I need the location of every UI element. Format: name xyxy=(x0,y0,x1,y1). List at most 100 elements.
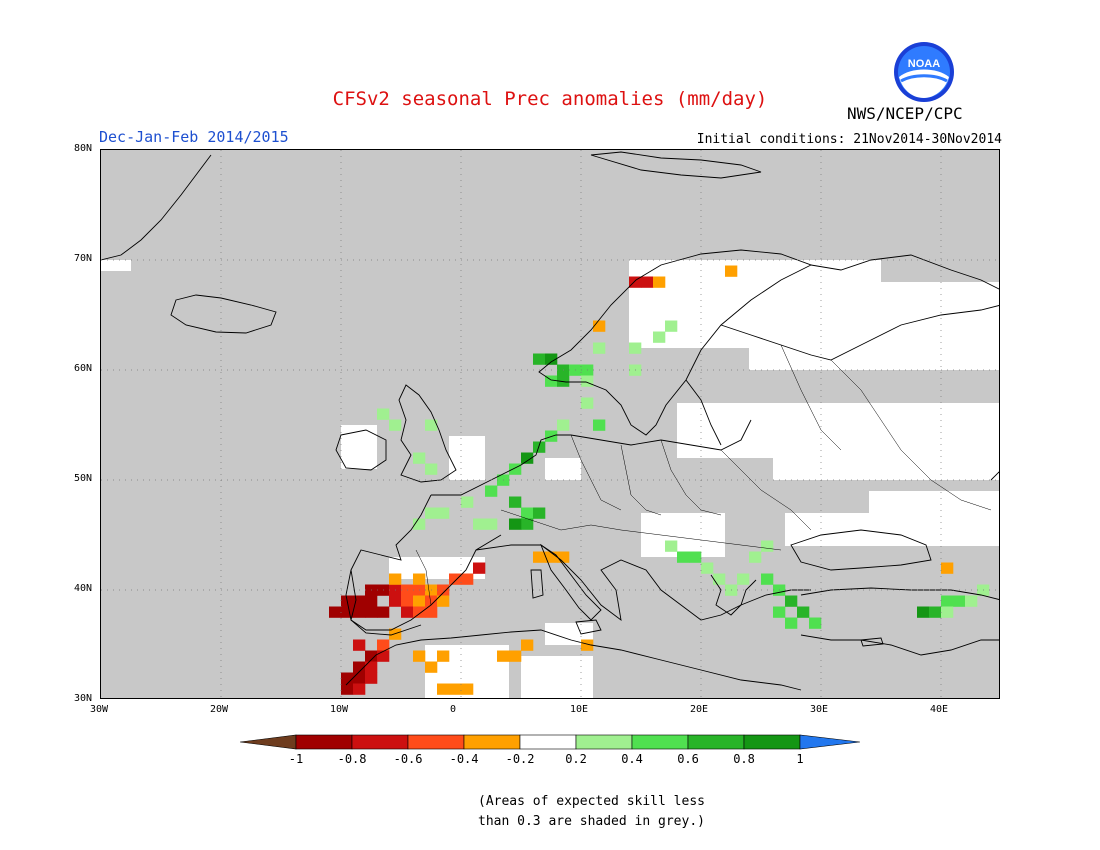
anomaly-cell xyxy=(509,496,522,508)
anomaly-cell xyxy=(509,650,522,662)
anomaly-cell xyxy=(437,683,450,695)
anomaly-cell xyxy=(629,342,642,354)
colorbar xyxy=(240,734,860,750)
anomaly-cell xyxy=(485,518,498,530)
anomaly-cell xyxy=(761,540,774,552)
anomaly-cell xyxy=(521,639,534,651)
anomaly-cell xyxy=(473,518,486,530)
skill-footnote-line2: than 0.3 are shaded in grey.) xyxy=(478,814,705,829)
anomaly-cell xyxy=(401,595,414,607)
anomaly-cell xyxy=(389,628,402,640)
anomaly-cell xyxy=(413,606,426,618)
anomaly-cell xyxy=(353,606,366,618)
anomaly-cell xyxy=(593,419,606,431)
colorbar-swatch xyxy=(687,734,745,750)
anomaly-cell xyxy=(365,661,378,673)
colorbar-tick-label: 0.2 xyxy=(565,752,587,766)
anomaly-cell xyxy=(533,551,546,563)
skill-footnote: (Areas of expected skill less than 0.3 a… xyxy=(478,792,705,832)
no-signal-region xyxy=(449,436,485,480)
no-signal-region xyxy=(749,282,999,370)
anomaly-cell xyxy=(365,672,378,684)
longitude-label: 10E xyxy=(570,704,589,715)
no-signal-region xyxy=(101,260,131,271)
anomaly-cell xyxy=(761,573,774,585)
anomaly-cell xyxy=(341,606,354,618)
anomaly-cell xyxy=(389,595,402,607)
colorbar-tick-label: 1 xyxy=(796,752,804,766)
anomaly-cell xyxy=(353,595,366,607)
anomaly-cell xyxy=(677,551,690,563)
anomaly-cell xyxy=(437,507,450,519)
colorbar-tick-label: -1 xyxy=(288,752,304,766)
anomaly-cell xyxy=(545,375,558,387)
anomaly-cell xyxy=(425,606,438,618)
anomaly-cell xyxy=(545,353,558,365)
anomaly-cell xyxy=(437,650,450,662)
anomaly-cell xyxy=(389,573,402,585)
anomaly-cell xyxy=(641,276,654,288)
anomaly-cell xyxy=(929,606,942,618)
colorbar-tick-label: 0.8 xyxy=(733,752,755,766)
anomaly-cell xyxy=(917,606,930,618)
colorbar-swatch xyxy=(407,734,465,750)
season-label: Dec-Jan-Feb 2014/2015 xyxy=(99,128,289,146)
anomaly-cell xyxy=(377,606,390,618)
anomaly-cell xyxy=(425,419,438,431)
anomaly-cell xyxy=(713,573,726,585)
noaa-logo-text: NOAA xyxy=(908,58,940,70)
anomaly-cell xyxy=(737,573,750,585)
longitude-label: 30W xyxy=(90,704,109,715)
anomaly-cell xyxy=(773,606,786,618)
anomaly-cell xyxy=(497,650,510,662)
anomaly-cell xyxy=(785,595,798,607)
anomaly-cell xyxy=(413,595,426,607)
latitude-label: 60N xyxy=(73,363,92,374)
anomaly-cell xyxy=(797,606,810,618)
anomaly-cell xyxy=(353,661,366,673)
anomaly-cell xyxy=(413,573,426,585)
anomaly-cell xyxy=(809,617,822,629)
anomaly-cell xyxy=(533,441,546,453)
no-signal-region xyxy=(677,403,773,458)
colorbar-swatch xyxy=(519,734,577,750)
anomaly-cell xyxy=(557,375,570,387)
colorbar-swatch xyxy=(631,734,689,750)
anomaly-cell xyxy=(413,518,426,530)
anomaly-cell xyxy=(341,672,354,684)
chart-title: CFSv2 seasonal Prec anomalies (mm/day) xyxy=(332,88,768,110)
anomaly-cell xyxy=(425,463,438,475)
latitude-label: 80N xyxy=(73,143,92,154)
anomaly-cell xyxy=(665,320,678,332)
agency-label: NWS/NCEP/CPC xyxy=(847,104,963,123)
colorbar-tick-label: -0.8 xyxy=(337,752,367,766)
anomaly-cell xyxy=(377,650,390,662)
anomaly-cell xyxy=(461,496,474,508)
anomaly-cell xyxy=(965,595,978,607)
anomaly-cell xyxy=(593,320,606,332)
anomaly-cell xyxy=(533,353,546,365)
anomaly-cell xyxy=(413,452,426,464)
anomaly-cell xyxy=(341,683,354,695)
no-signal-region xyxy=(521,656,593,698)
anomaly-cell xyxy=(749,551,762,563)
no-signal-region xyxy=(545,458,581,480)
precip-anomaly-map xyxy=(100,149,1000,699)
anomaly-cell xyxy=(665,540,678,552)
latitude-label: 30N xyxy=(73,693,92,704)
coastlines xyxy=(101,151,999,691)
anomaly-cell xyxy=(377,639,390,651)
anomaly-cell xyxy=(953,595,966,607)
longitude-label: 10W xyxy=(330,704,349,715)
colorbar-tick-label: 0.6 xyxy=(677,752,699,766)
no-signal-region xyxy=(641,513,725,557)
colorbar-swatch xyxy=(295,734,353,750)
anomaly-cell xyxy=(581,375,594,387)
country-borders xyxy=(415,344,992,606)
anomaly-cell xyxy=(689,551,702,563)
anomaly-cell xyxy=(545,551,558,563)
anomaly-cell xyxy=(329,606,342,618)
latitude-label: 70N xyxy=(73,253,92,264)
no-signal-region xyxy=(773,403,999,480)
anomaly-cell xyxy=(425,595,438,607)
